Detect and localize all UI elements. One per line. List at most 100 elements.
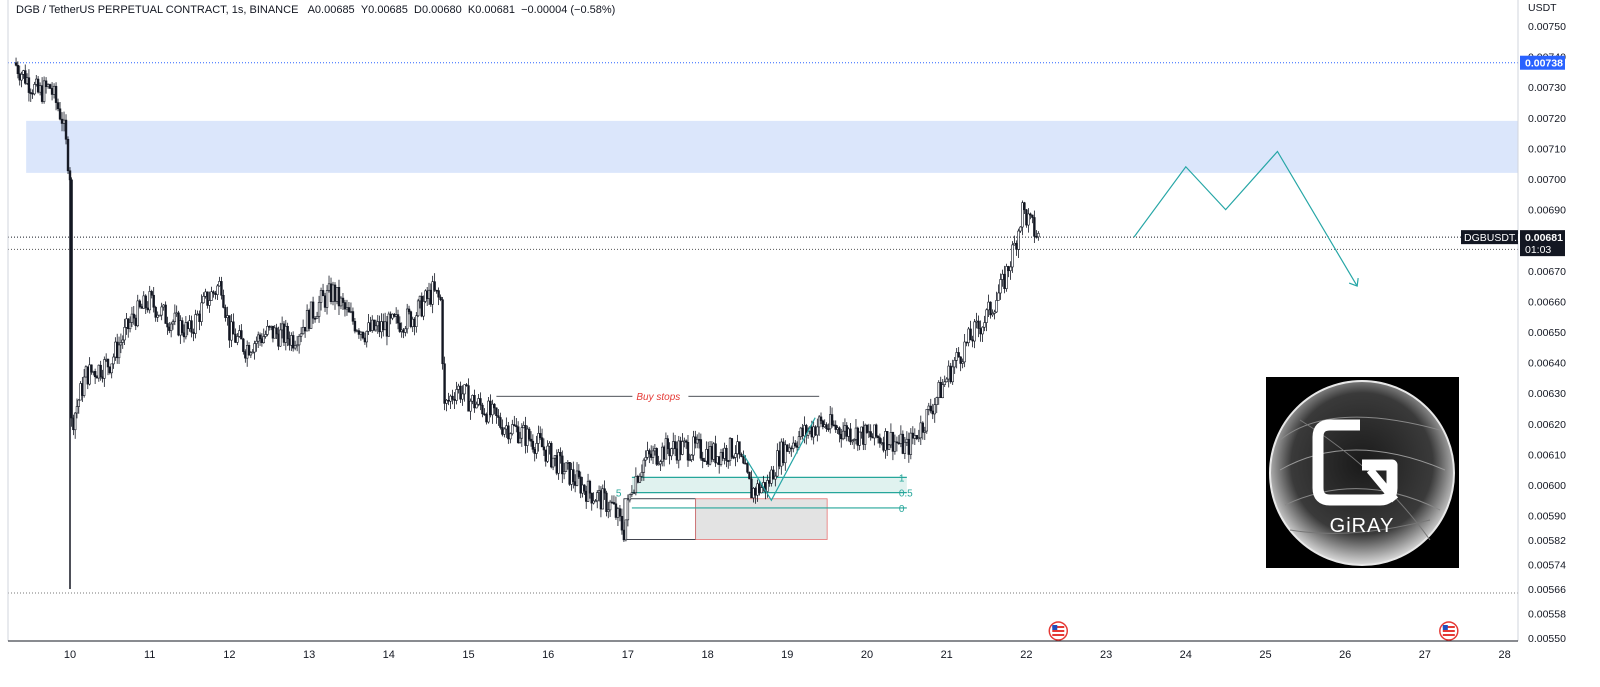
candle-body xyxy=(1033,217,1036,237)
candle-body xyxy=(275,327,278,335)
candle-body xyxy=(1017,230,1020,250)
candle-body xyxy=(612,502,616,505)
candle-body xyxy=(561,455,564,475)
candle-body xyxy=(130,313,134,323)
us-flag-icon[interactable] xyxy=(1439,621,1459,641)
candle-body xyxy=(596,492,599,502)
candle-body xyxy=(127,318,130,330)
candle-body xyxy=(692,436,695,456)
candle-body xyxy=(441,299,444,365)
candle-body xyxy=(393,313,396,317)
candle-body xyxy=(70,179,73,419)
candle-body xyxy=(1023,202,1026,211)
candle-body xyxy=(951,366,954,383)
candle-body xyxy=(439,296,442,300)
candle-body xyxy=(305,310,309,332)
candle-body xyxy=(307,310,311,329)
candle-body xyxy=(245,345,249,359)
candle-body xyxy=(887,444,891,450)
candle-body xyxy=(991,313,994,316)
candle-body xyxy=(321,290,325,297)
candle-body xyxy=(279,329,282,347)
candle-body xyxy=(52,85,56,95)
candle-body xyxy=(255,340,258,344)
candle-body xyxy=(975,320,978,323)
candle-body xyxy=(744,462,747,465)
candle-body xyxy=(422,301,425,317)
chart-header: DGB / TetherUS PERPETUAL CONTRACT, 1s, B… xyxy=(16,4,615,16)
candle-body xyxy=(871,436,874,439)
dip-line xyxy=(742,417,816,502)
candle-body xyxy=(539,433,542,439)
candle-body xyxy=(95,376,99,379)
candle-body xyxy=(313,317,317,320)
candle-body xyxy=(943,381,946,385)
candle-body xyxy=(893,441,897,452)
candle-body xyxy=(675,448,679,461)
candle-body xyxy=(378,321,381,333)
time-tick-label: 13 xyxy=(303,649,315,661)
candle-body xyxy=(14,62,18,66)
candle-body xyxy=(323,295,327,308)
candle-body xyxy=(269,325,273,328)
candle-body xyxy=(931,410,934,415)
candle-body xyxy=(222,294,225,308)
sphere-icon xyxy=(1269,380,1455,566)
candle-body xyxy=(784,444,787,464)
candle-body xyxy=(84,366,88,378)
time-tick-label: 11 xyxy=(144,649,155,661)
candle-body xyxy=(31,92,34,95)
candle-body xyxy=(838,427,841,435)
candle-body xyxy=(748,471,751,480)
candle-body xyxy=(655,448,658,465)
candle-body xyxy=(400,329,403,332)
candle-body xyxy=(673,441,677,450)
giray-logo: GiRAY xyxy=(1266,377,1459,568)
candle-body xyxy=(795,445,799,448)
candle-body xyxy=(220,281,223,296)
countdown: 01:03 xyxy=(1525,244,1551,256)
candle-body xyxy=(727,460,730,462)
candle-body xyxy=(1009,266,1012,272)
time-tick-label: 25 xyxy=(1259,649,1271,661)
candle-body xyxy=(550,442,553,468)
candle-body xyxy=(103,359,106,379)
candle-body xyxy=(758,483,761,494)
candle-body xyxy=(92,371,95,373)
time-tick-label: 23 xyxy=(1100,649,1112,661)
candle-body xyxy=(232,321,235,335)
candle-body xyxy=(993,311,996,314)
ohlc-open: A0.00685 xyxy=(307,4,355,16)
candle-body xyxy=(473,395,476,409)
price-tick-label: 0.00590 xyxy=(1528,511,1566,523)
candle-body xyxy=(1031,214,1034,218)
candle-body xyxy=(134,317,137,327)
candle-body xyxy=(447,399,450,402)
last-price-tag: 0.00681 01:03 xyxy=(1520,230,1565,257)
price-tick-label: 0.00700 xyxy=(1528,174,1566,186)
candle-body xyxy=(351,311,355,322)
candle-body xyxy=(878,437,882,444)
us-flag-icon[interactable] xyxy=(1048,621,1069,641)
candle-body xyxy=(433,281,436,291)
candle-body xyxy=(503,428,506,435)
candle-body xyxy=(794,442,797,447)
candle-body xyxy=(164,304,167,324)
candle-body xyxy=(88,364,91,385)
candle-body xyxy=(657,463,660,466)
candle-body xyxy=(140,306,143,309)
candle-body xyxy=(431,281,434,305)
candle-body xyxy=(862,426,865,445)
candle-body xyxy=(179,320,182,336)
candle-body xyxy=(544,449,547,462)
candle-body xyxy=(858,431,861,446)
candle-body xyxy=(404,328,407,333)
candle-body xyxy=(1001,273,1004,280)
svg-text:DGBUSDT.P: DGBUSDT.P xyxy=(1464,232,1524,244)
candle-body xyxy=(136,300,139,327)
candle-body xyxy=(553,455,557,459)
candle-body xyxy=(581,484,584,494)
candle-body xyxy=(469,400,472,412)
symbol-title[interactable]: DGB / TetherUS PERPETUAL CONTRACT, 1s, B… xyxy=(16,4,299,16)
